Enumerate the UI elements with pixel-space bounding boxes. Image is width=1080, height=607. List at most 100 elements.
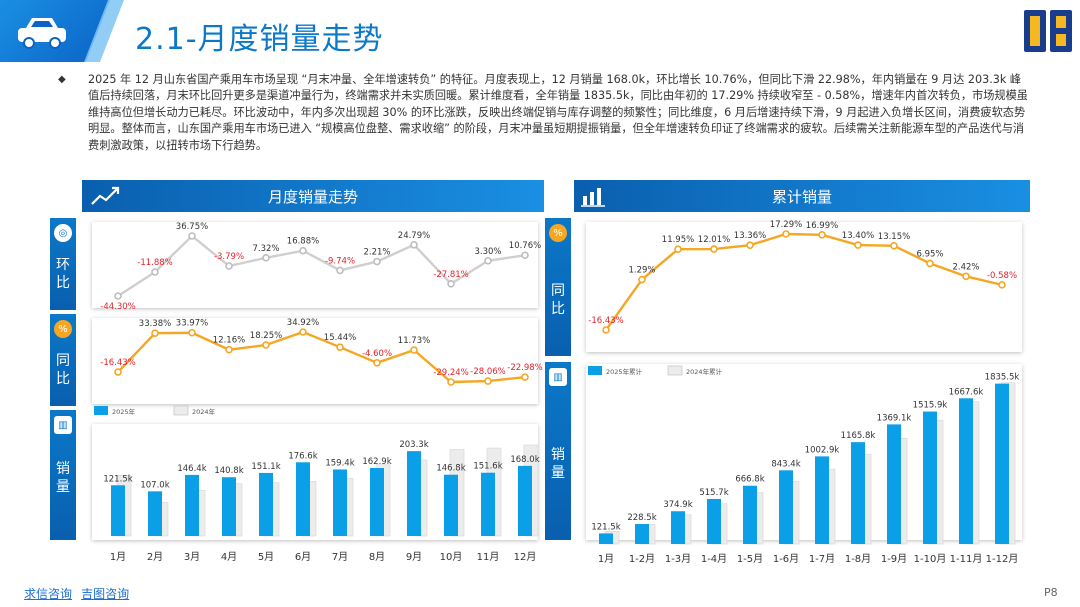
monthly-mom-point xyxy=(373,257,381,266)
monthly-mom-point xyxy=(262,253,270,262)
monthly-sales-category-label: 10月 xyxy=(440,551,463,563)
monthly-yoy-data-label: -29.24% xyxy=(433,368,468,378)
cumulative-yoy-data-label: 13.36% xyxy=(734,231,766,241)
monthly-mom-point xyxy=(225,262,233,270)
monthly-sales-category-label: 6月 xyxy=(295,551,311,563)
cumulative-sales-bar-2025 xyxy=(779,470,793,544)
monthly-mom-data-label: 3.30% xyxy=(474,247,501,257)
cumulative-sales-category-label: 1-2月 xyxy=(629,553,655,565)
monthly-mom-data-label: -3.79% xyxy=(214,252,244,262)
monthly-sales-legend-swatch-2025 xyxy=(94,406,108,415)
monthly-sales-bar-label: 107.0k xyxy=(140,480,169,490)
monthly-mom-point xyxy=(299,246,307,255)
monthly-sales-category-label: 2月 xyxy=(147,551,163,563)
monthly-sales-bar-label: 176.6k xyxy=(288,451,317,461)
monthly-sales-category-label: 5月 xyxy=(258,551,274,563)
plot-mom xyxy=(92,222,538,308)
monthly-mom-point xyxy=(521,251,529,260)
cumulative-yoy-point xyxy=(854,241,862,249)
cumulative-sales-bar-label: 1369.1k xyxy=(877,413,912,423)
cumulative-sales-bar-2025 xyxy=(671,511,685,544)
tab-mom: ◎ 环比 xyxy=(50,218,76,310)
monthly-yoy-data-label: -16.43% xyxy=(100,358,135,368)
footer-link-jitu[interactable]: 吉图咨询 xyxy=(81,587,130,601)
monthly-yoy-data-label: 33.38% xyxy=(139,319,171,329)
monthly-yoy-point xyxy=(262,341,270,349)
monthly-mom-data-label: 16.88% xyxy=(287,237,319,247)
monthly-sales-category-label: 7月 xyxy=(332,551,348,563)
cumulative-sales-category-label: 1-10月 xyxy=(914,553,947,565)
cumulative-sales-bar-label: 1002.9k xyxy=(805,445,840,455)
tab-cum-sales: ▥ 销量 xyxy=(545,362,571,540)
cumulative-sales-bar-2025 xyxy=(815,456,829,544)
page-title: 2.1-月度销量走势 xyxy=(135,22,384,57)
monthly-sales-bar-2025 xyxy=(111,485,125,536)
cumulative-yoy-line xyxy=(605,232,1003,331)
monthly-sales-bar-2025 xyxy=(222,477,236,536)
target-icon: ◎ xyxy=(54,224,72,242)
cumulative-sales-bar-2025 xyxy=(923,411,937,544)
cumulative-yoy-data-label: 13.40% xyxy=(842,231,874,241)
cumulative-sales-category-label: 1-12月 xyxy=(986,553,1019,565)
monthly-mom-data-label: 7.32% xyxy=(252,244,279,254)
monthly-yoy-point xyxy=(484,377,492,385)
tab-sales-label: 销量 xyxy=(56,461,70,495)
footer-link-qiuxin[interactable]: 求信咨询 xyxy=(24,587,73,601)
cumulative-sales-bar-label: 1835.5k xyxy=(985,373,1020,383)
left-panel-header: 月度销量走势 xyxy=(82,180,544,212)
cumulative-sales-legend-label-2024: 2024年累计 xyxy=(686,367,723,376)
cumulative-sales-bar-label: 1667.6k xyxy=(949,387,984,397)
logo-icon xyxy=(1024,10,1072,52)
monthly-yoy-point xyxy=(336,343,344,351)
monthly-sales-legend-label-2025: 2025年 xyxy=(112,407,136,416)
monthly-mom-data-label: 10.76% xyxy=(509,241,541,251)
monthly-yoy-point xyxy=(373,358,381,367)
cumulative-sales-category-label: 1-5月 xyxy=(737,553,763,565)
monthly-sales-bar-label: 151.1k xyxy=(251,462,280,472)
monthly-sales-category-label: 3月 xyxy=(184,551,200,563)
monthly-yoy-point xyxy=(410,346,418,354)
monthly-mom-data-label: -11.88% xyxy=(137,258,172,268)
monthly-yoy-data-label: -4.60% xyxy=(362,349,392,359)
tab-cum-yoy-label: 同比 xyxy=(551,283,565,317)
monthly-yoy-data-label: 15.44% xyxy=(324,333,356,343)
cumulative-yoy-data-label: 17.29% xyxy=(770,220,802,230)
monthly-mom-data-label: -44.30% xyxy=(100,302,135,312)
monthly-sales-bar-label: 203.3k xyxy=(399,440,428,450)
monthly-mom-data-label: -9.74% xyxy=(325,256,355,266)
cumulative-sales-bar-label: 1515.9k xyxy=(913,401,948,411)
cumulative-sales-bar-2025 xyxy=(707,498,721,544)
cumulative-sales-category-label: 1月 xyxy=(598,553,614,565)
monthly-yoy-data-label: 34.92% xyxy=(287,318,319,328)
monthly-mom-point xyxy=(447,279,455,288)
cumulative-yoy-point xyxy=(638,275,646,284)
monthly-mom-point xyxy=(114,292,122,300)
cumulative-sales-bar-label: 228.5k xyxy=(627,513,656,523)
cumulative-sales-bar-2025 xyxy=(851,442,865,544)
monthly-sales-category-label: 11月 xyxy=(477,551,500,563)
monthly-yoy-line xyxy=(117,330,526,384)
cumulative-sales-category-label: 1-7月 xyxy=(809,553,835,565)
monthly-sales-bar-label: 151.6k xyxy=(473,462,502,472)
page-number: P8 xyxy=(1044,586,1058,599)
monthly-yoy-point xyxy=(447,378,455,386)
tab-mom-label: 环比 xyxy=(56,257,70,291)
trend-icon xyxy=(91,186,120,205)
left-panel-title: 月度销量走势 xyxy=(267,187,358,206)
monthly-sales-bar-label: 168.0k xyxy=(510,455,539,465)
cumulative-yoy-data-label: 16.99% xyxy=(806,221,838,231)
monthly-yoy-point xyxy=(188,328,196,337)
monthly-sales-category-label: 4月 xyxy=(221,551,237,563)
cumulative-yoy-point xyxy=(890,241,898,250)
monthly-yoy-data-label: 33.97% xyxy=(176,319,208,329)
monthly-yoy-data-label: 11.73% xyxy=(398,336,430,346)
cumulative-sales-category-label: 1-9月 xyxy=(881,553,907,565)
monthly-sales-bar-label: 162.9k xyxy=(362,457,391,467)
right-panel-header: 累计销量 xyxy=(574,180,1030,212)
monthly-sales-bar-2025 xyxy=(518,465,532,536)
cumulative-sales-category-label: 1-8月 xyxy=(845,553,871,565)
monthly-mom-point xyxy=(188,232,196,240)
monthly-sales-bar-2025 xyxy=(444,474,458,536)
tab-cum-sales-label: 销量 xyxy=(551,447,565,481)
cumulative-sales-bar-2025 xyxy=(743,485,757,544)
